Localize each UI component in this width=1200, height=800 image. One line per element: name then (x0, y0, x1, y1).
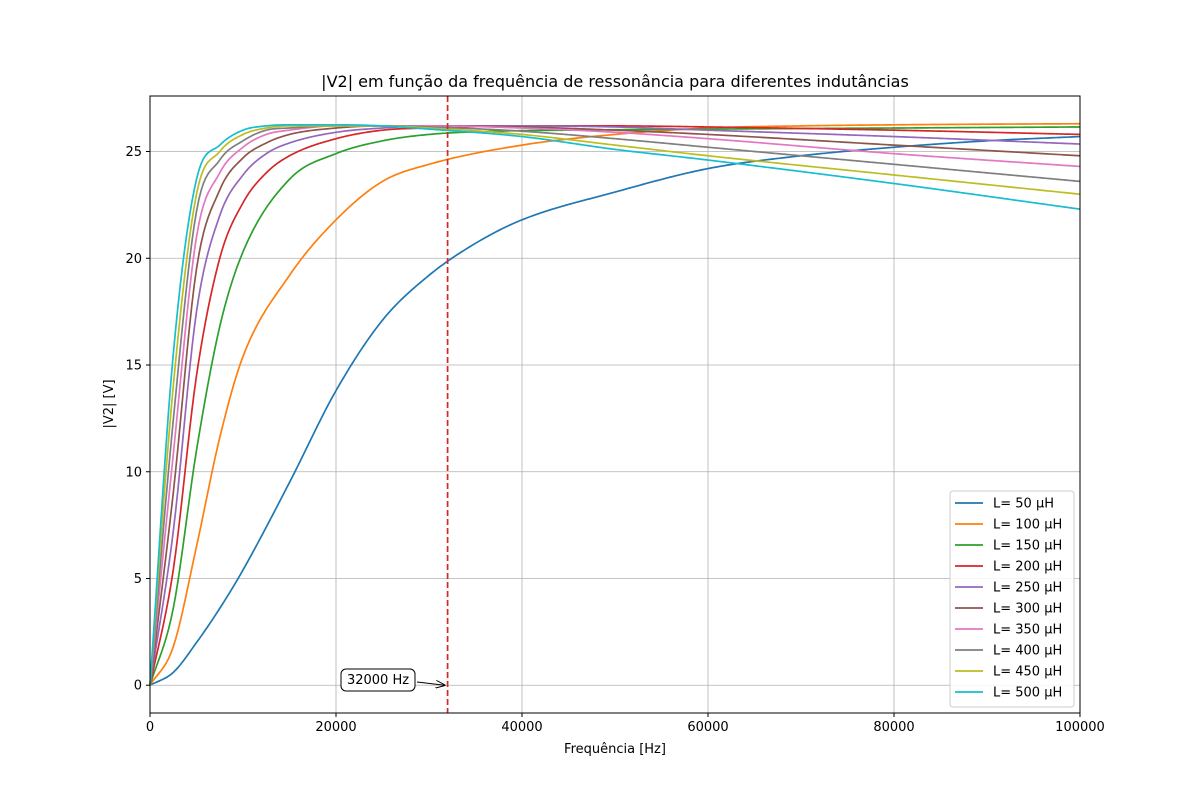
series-line-10 (149, 123, 1081, 686)
annotation-text: 32000 Hz (347, 673, 409, 688)
series-line-9 (149, 125, 1081, 686)
y-tick-label: 5 (134, 572, 142, 587)
grid (149, 96, 1081, 713)
y-tick-label: 0 (134, 679, 142, 694)
x-axis-label: Frequência [Hz] (564, 742, 666, 757)
series-line-2 (149, 122, 1081, 686)
legend-label: L= 450 µH (993, 665, 1062, 680)
legend-label: L= 250 µH (993, 581, 1062, 596)
x-tick-label: 20000 (315, 720, 356, 735)
series-line-8 (149, 125, 1081, 686)
y-tick-label: 15 (125, 359, 142, 374)
legend-label: L= 100 µH (993, 518, 1062, 533)
series-lines (149, 122, 1081, 687)
series-line-5 (149, 125, 1081, 686)
series-line-6 (149, 125, 1081, 686)
x-tick-label: 60000 (687, 720, 728, 735)
annotation-box (340, 668, 416, 692)
y-axis-label: |V2| [V] (102, 379, 117, 428)
legend: L= 50 µH L= 100 µH L= 150 µH L= 200 µH L= 25… (949, 490, 1075, 708)
legend-label: L= 500 µH (993, 686, 1062, 701)
y-tick-label: 25 (125, 145, 142, 160)
series-line-4 (149, 125, 1081, 686)
series-line-1 (149, 135, 1081, 687)
axis-ticks: 0 20000 40000 60000 80000 100000 0 5 10 15 20 25 (125, 145, 1104, 735)
x-tick-label: 40000 (501, 720, 542, 735)
legend-label: L= 200 µH (993, 560, 1062, 575)
series-line-7 (149, 125, 1081, 686)
annotation-arrow (416, 682, 445, 685)
annotation: 32000 Hz (340, 668, 445, 692)
plot-frame (149, 95, 1081, 714)
chart-title: |V2| em função da frequência de ressonân… (321, 72, 909, 91)
legend-label: L= 300 µH (993, 602, 1062, 617)
x-tick-label: 80000 (873, 720, 914, 735)
y-tick-label: 20 (125, 252, 142, 267)
y-tick-label: 10 (125, 465, 142, 480)
legend-label: L= 50 µH (993, 497, 1054, 512)
legend-label: L= 350 µH (993, 623, 1062, 638)
legend-label: L= 400 µH (993, 644, 1062, 659)
legend-label: L= 150 µH (993, 539, 1062, 554)
x-tick-label: 100000 (1055, 720, 1105, 735)
x-tick-label: 0 (146, 720, 154, 735)
